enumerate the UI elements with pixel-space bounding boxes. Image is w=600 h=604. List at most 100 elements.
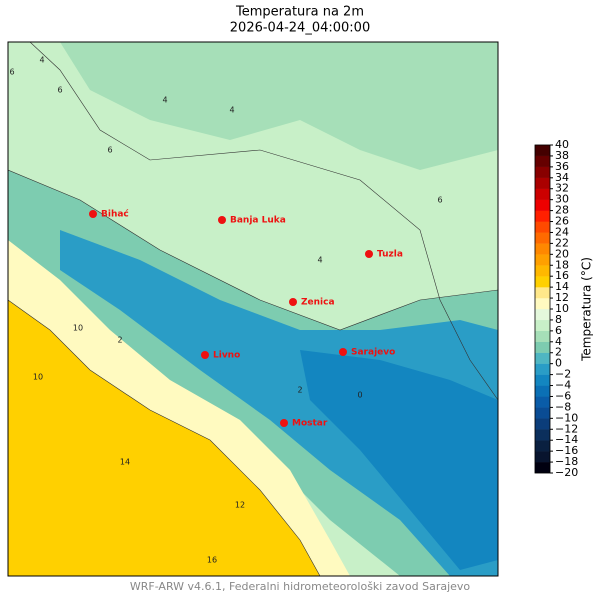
colorbar-segment <box>534 254 551 266</box>
colorbar-tick-label: 26 <box>555 215 569 228</box>
city-marker <box>218 216 226 224</box>
colorbar-tick-label: −20 <box>555 466 578 479</box>
colorbar-tick-label: 34 <box>555 171 569 184</box>
contour-label: 4 <box>162 96 167 105</box>
city-marker <box>365 250 373 258</box>
colorbar-segment <box>534 188 551 200</box>
city-label: Tuzla <box>377 250 403 260</box>
city-marker <box>89 210 97 218</box>
city-label: Zenica <box>301 298 335 308</box>
map-title: Temperatura na 2m <box>235 5 364 20</box>
colorbar-tick-label: 36 <box>555 160 569 173</box>
contour-label: 14 <box>120 458 130 467</box>
colorbar-segment <box>534 155 551 168</box>
colorbar-tick-label: 10 <box>555 302 569 315</box>
map-frame <box>7 41 499 577</box>
contour-label: 2 <box>297 386 302 395</box>
colorbar-tick-label: 4 <box>555 335 562 348</box>
colorbar-segment <box>534 177 551 189</box>
city-marker <box>339 348 347 356</box>
colorbar-segment <box>534 199 551 211</box>
colorbar-tick-label: −6 <box>555 389 571 402</box>
contour-label: 4 <box>317 256 322 265</box>
colorbar-segment <box>534 319 551 332</box>
contour-label: 6 <box>107 146 112 155</box>
contour-label: 4 <box>229 106 234 115</box>
colorbar-segment <box>534 418 551 430</box>
colorbar-tick-label: −14 <box>555 433 578 446</box>
map-area <box>8 42 498 576</box>
city-label: Sarajevo <box>351 348 395 358</box>
colorbar-tick-label: 32 <box>555 182 569 195</box>
sea-zone <box>8 300 320 576</box>
colorbar-segment <box>534 308 551 321</box>
colorbar-tick-label: 18 <box>555 258 569 271</box>
colorbar-tick-label: −18 <box>555 455 578 468</box>
map-subtitle: 2026-04-24_04:00:00 <box>230 21 370 36</box>
colorbar-segment <box>534 144 551 157</box>
colorbar-tick-label: 30 <box>555 193 569 206</box>
city-label: Banja Luka <box>230 216 286 226</box>
colorbar-tick-label: 0 <box>555 357 562 370</box>
contour-label: 2 <box>117 336 122 345</box>
colorbar-tick-label: −16 <box>555 444 578 457</box>
colorbar-segment <box>534 276 551 288</box>
temp-zone <box>60 230 498 576</box>
colorbar-segment <box>534 221 551 233</box>
colorbar-tick-label: 24 <box>555 225 569 238</box>
contour-label: 16 <box>207 556 217 565</box>
colorbar-segment <box>534 330 551 342</box>
colorbar-label: Temperatura (°C) <box>580 257 594 362</box>
colorbar-segment <box>534 341 551 353</box>
contour-label: 10 <box>33 373 43 382</box>
colorbar-tick-label: −8 <box>555 400 571 413</box>
contour-label: 12 <box>235 501 245 510</box>
colorbar-tick-label: 20 <box>555 247 569 260</box>
colorbar-tick-label: −4 <box>555 379 571 392</box>
colorbar-tick-label: 16 <box>555 269 569 282</box>
contour-label: 6 <box>9 68 14 77</box>
contour-line <box>8 169 498 331</box>
colorbar-tick-label: 12 <box>555 291 569 304</box>
colorbar-tick-label: −12 <box>555 422 578 435</box>
city-label: Mostar <box>292 419 328 429</box>
colorbar-segment <box>534 440 551 452</box>
contour-label: 10 <box>73 324 83 333</box>
contour-line <box>8 299 321 576</box>
colorbar-segment <box>534 396 551 408</box>
colorbar-segment <box>534 166 551 178</box>
contour-label: 4 <box>39 56 44 65</box>
colorbar-segment <box>534 407 551 419</box>
city-marker <box>201 351 209 359</box>
city-marker <box>280 419 288 427</box>
colorbar-tick-label: 28 <box>555 204 569 217</box>
colorbar-tick-label: −10 <box>555 411 578 424</box>
colorbar-tick-label: 2 <box>555 346 562 359</box>
colorbar-segment <box>534 385 551 397</box>
colorbar-tick-label: −2 <box>555 368 571 381</box>
colorbar-segment <box>534 363 551 375</box>
colorbar-segment <box>534 374 551 386</box>
colorbar-tick-label: 38 <box>555 149 569 162</box>
colorbar-tick-label: 40 <box>555 138 569 151</box>
contour-label: 0 <box>357 391 362 400</box>
colorbar-segment <box>534 461 551 474</box>
colorbar-segment <box>534 429 551 441</box>
city-marker <box>289 298 297 306</box>
colorbar: −20−18−16−14−12−10−8−6−4−202468101214161… <box>534 138 578 479</box>
temp-zone <box>300 350 498 570</box>
colorbar-segment <box>534 265 551 277</box>
colorbar-segment <box>534 297 551 310</box>
temp-zone <box>60 42 498 170</box>
colorbar-segment <box>534 243 551 255</box>
colorbar-tick-label: 8 <box>555 313 562 326</box>
contour-label: 6 <box>57 86 62 95</box>
contour-label: 6 <box>437 196 442 205</box>
border-line <box>29 42 498 401</box>
colorbar-segment <box>534 232 551 244</box>
colorbar-segment <box>534 286 551 299</box>
colorbar-tick-label: 14 <box>555 280 569 293</box>
colorbar-segment <box>534 352 551 364</box>
city-label: Livno <box>213 351 240 361</box>
